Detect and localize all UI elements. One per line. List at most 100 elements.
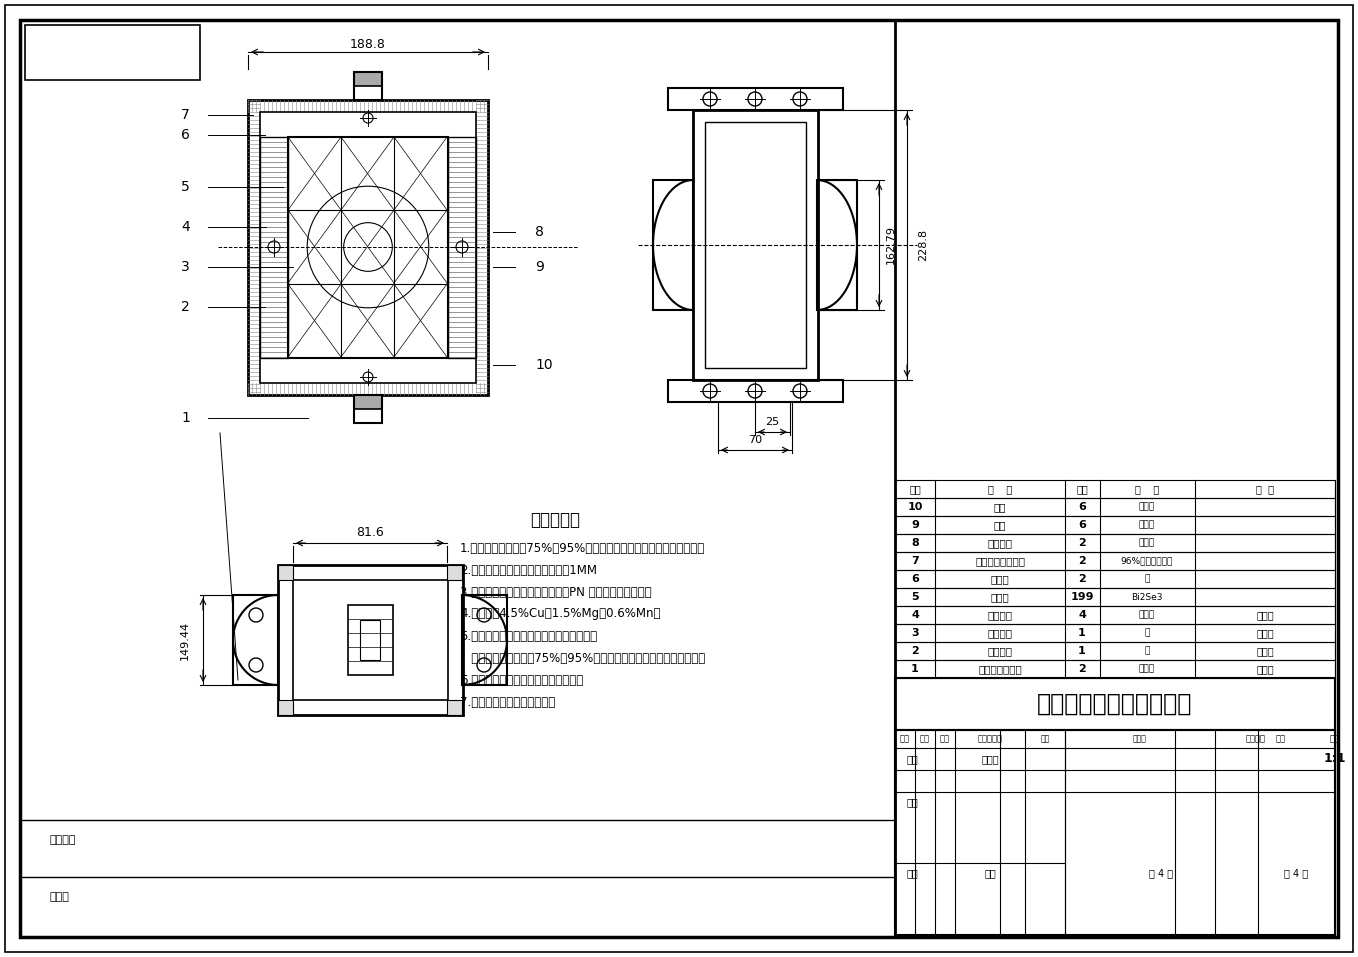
Text: 导流层: 导流层 [990,574,1009,584]
Text: 工艺: 工艺 [907,868,919,878]
Bar [293,580,448,700]
Text: 螺母: 螺母 [994,502,1006,512]
Text: 4: 4 [181,220,190,234]
Bar [278,700,293,715]
Text: 电偶臂: 电偶臂 [990,592,1009,602]
Text: 批准: 批准 [985,868,995,878]
Text: 4: 4 [1078,610,1086,620]
Bar [895,660,1335,678]
Text: 铜: 铜 [1145,647,1150,656]
Text: 备  注: 备 注 [1256,484,1274,494]
Text: 通气管道连接件: 通气管道连接件 [978,664,1021,674]
Text: 设计: 设计 [907,754,919,764]
Text: 6: 6 [1078,502,1086,512]
Bar [259,112,477,383]
Text: 重量: 重量 [1277,735,1286,744]
Text: 更改文件号: 更改文件号 [978,735,1002,744]
Text: 电绝缘导热覆盖片: 电绝缘导热覆盖片 [975,556,1025,566]
Text: 铝合金: 铝合金 [1139,664,1156,674]
Bar [895,570,1335,588]
Text: 4.铝合金（4.5%Cu，1.5%Mg，0.6%Mn）: 4.铝合金（4.5%Cu，1.5%Mg，0.6%Mn） [460,608,660,620]
Text: 材    料: 材 料 [1135,484,1160,494]
Bar [895,642,1335,660]
Bar [249,100,488,395]
Bar [705,122,807,368]
Text: 7: 7 [181,108,190,122]
Text: 通气管道: 通气管道 [987,646,1013,656]
Text: 3.电绝缘导热覆盖片、导流铜片和PN 电偶臂之间需紧密配: 3.电绝缘导热覆盖片、导流铜片和PN 电偶臂之间需紧密配 [460,586,652,598]
Text: 焊接件: 焊接件 [1256,664,1274,674]
Text: 拼板标记: 拼板标记 [1247,735,1266,744]
Bar [278,565,293,580]
Bar [895,552,1335,570]
Text: 技术要求：: 技术要求： [530,511,580,529]
Text: 1:1: 1:1 [1324,752,1346,766]
Text: 共 4 张: 共 4 张 [1149,868,1173,878]
Text: 装配代号: 装配代号 [50,835,76,845]
Text: 3: 3 [911,628,919,638]
Text: 7: 7 [911,556,919,566]
Text: 导热肋板: 导热肋板 [987,628,1013,638]
Text: 9: 9 [911,520,919,530]
Text: 81.6: 81.6 [356,526,384,540]
Text: 10: 10 [907,502,922,512]
Bar [354,395,382,423]
Text: 分区: 分区 [940,735,951,744]
Text: 3: 3 [181,260,190,274]
Text: 序号: 序号 [909,484,921,494]
Text: 6: 6 [181,128,190,142]
Text: 焊接件: 焊接件 [1256,646,1274,656]
Text: 方形余热发电器的装配图: 方形余热发电器的装配图 [1038,692,1192,716]
Bar [24,25,200,80]
Text: 铝合金: 铝合金 [1139,611,1156,619]
Text: 199: 199 [1070,592,1093,602]
Text: 通水管道: 通水管道 [987,610,1013,620]
Text: 5: 5 [911,592,919,602]
Text: 1: 1 [1078,628,1086,638]
Text: 标记: 标记 [900,735,910,744]
Text: 228.8: 228.8 [918,229,928,261]
Text: 数量: 数量 [1076,484,1088,494]
Text: 2.电偶臂中的焊料层厚度不得超过1MM: 2.电偶臂中的焊料层厚度不得超过1MM [460,564,598,576]
Text: 不锈钢: 不锈钢 [1139,502,1156,511]
Bar [895,516,1335,534]
Text: 2: 2 [1078,664,1086,674]
Bar [354,72,382,86]
Text: 5: 5 [181,180,190,194]
Text: 2: 2 [1078,538,1086,548]
Text: 1.电偶臂中焊料层为75%和95%的铅锡合金以及导电银胶和耐高温银胶: 1.电偶臂中焊料层为75%和95%的铅锡合金以及导电银胶和耐高温银胶 [460,542,705,554]
Text: Bi2Se3: Bi2Se3 [1131,592,1162,602]
Text: 2: 2 [1078,574,1086,584]
Text: 5.通气管道连接件和通气管道的连接方式：: 5.通气管道连接件和通气管道的连接方式： [460,630,598,642]
Text: 96%的氧化铝陶瓷: 96%的氧化铝陶瓷 [1120,557,1173,566]
Text: 6.导热肋板和通气管道的焊接方式同上: 6.导热肋板和通气管道的焊接方式同上 [460,674,583,686]
Text: 年月日: 年月日 [1133,735,1148,744]
Text: 名    称: 名 称 [987,484,1012,494]
Bar [448,137,477,358]
Bar [234,595,278,685]
Bar [447,700,462,715]
Text: 铜: 铜 [1145,574,1150,584]
Text: 25: 25 [765,417,779,427]
Text: 2: 2 [1078,556,1086,566]
Bar [278,565,463,715]
Bar [895,730,1335,935]
Bar [653,180,693,310]
Text: 不锈钢: 不锈钢 [1139,539,1156,547]
Text: 焊接件: 焊接件 [1256,628,1274,638]
Text: 签名: 签名 [1040,735,1050,744]
Text: 比例: 比例 [1329,735,1340,744]
Bar [895,588,1335,606]
Text: 1: 1 [181,411,190,425]
Text: 螺丝: 螺丝 [994,520,1006,530]
Bar [462,595,507,685]
Bar [288,137,448,358]
Text: 9: 9 [535,260,543,274]
Text: 标准化: 标准化 [982,754,999,764]
Text: 6: 6 [911,574,919,584]
Text: 70: 70 [748,435,762,445]
Text: 1: 1 [1078,646,1086,656]
Bar [693,110,818,380]
Text: 8: 8 [535,225,543,239]
Bar [895,480,1335,498]
